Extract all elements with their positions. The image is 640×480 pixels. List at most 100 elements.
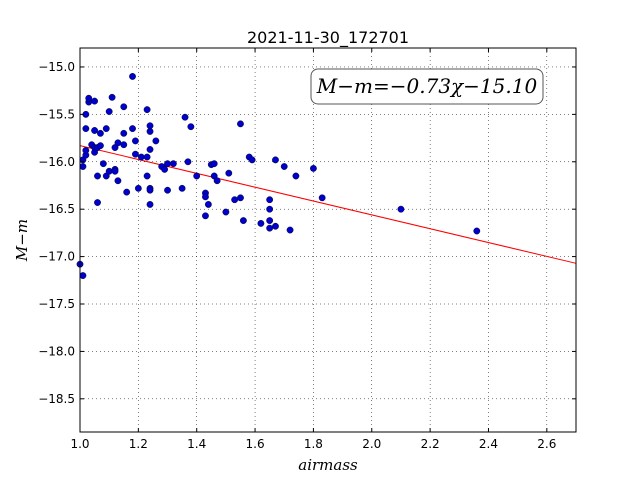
data-point — [213, 177, 221, 185]
data-point — [310, 165, 317, 172]
data-point — [164, 186, 171, 194]
x-tick-label: 1.6 — [246, 437, 265, 451]
data-point — [91, 97, 98, 105]
data-point — [272, 156, 279, 164]
data-point — [105, 167, 113, 175]
data-point — [272, 222, 279, 230]
data-point — [146, 201, 154, 208]
y-tick-label: −18.5 — [38, 392, 75, 406]
data-point — [239, 217, 247, 224]
data-point — [79, 163, 87, 170]
data-point — [266, 224, 274, 232]
plot-area-frame — [79, 47, 577, 433]
fit-annotation: M−m=−0.73χ−15.10 — [310, 68, 544, 105]
x-axis-label: airmass — [298, 456, 358, 474]
data-point — [94, 199, 101, 206]
data-point — [231, 196, 239, 204]
data-point — [143, 106, 151, 114]
data-point — [146, 146, 154, 153]
data-point — [143, 172, 151, 180]
x-tick-label: 2.4 — [479, 437, 498, 451]
data-point — [286, 226, 294, 234]
x-tick-label: 1.8 — [304, 437, 323, 451]
data-point — [82, 146, 90, 154]
data-point — [210, 160, 218, 168]
data-point — [97, 142, 104, 150]
data-point — [82, 125, 90, 132]
y-tick-label: −15.0 — [38, 60, 75, 74]
x-tick-label: 1.0 — [70, 437, 89, 451]
fit-line-group — [79, 145, 577, 264]
data-point — [102, 125, 110, 132]
x-tick-label: 1.2 — [129, 437, 148, 451]
data-point — [132, 150, 139, 158]
data-point — [137, 153, 145, 161]
data-point — [91, 127, 98, 134]
x-tick-label: 2.6 — [537, 437, 556, 451]
data-point — [164, 160, 171, 168]
data-point — [248, 156, 256, 164]
data-point — [123, 188, 131, 196]
data-point — [237, 120, 244, 128]
data-point — [120, 141, 128, 149]
data-point — [79, 272, 87, 279]
data-point — [318, 194, 326, 202]
y-tick-label: −16.5 — [38, 202, 75, 216]
data-point — [202, 193, 209, 201]
data-point — [99, 160, 107, 168]
data-point — [114, 139, 122, 147]
annotation-box — [310, 68, 544, 105]
y-tick-label: −15.5 — [38, 107, 75, 121]
data-point — [120, 103, 128, 111]
data-point — [97, 129, 104, 137]
data-point — [129, 73, 136, 80]
data-point — [187, 123, 195, 131]
data-point — [146, 122, 154, 130]
data-point — [146, 128, 154, 135]
data-point — [222, 208, 230, 216]
x-tick-label: 2.0 — [362, 437, 381, 451]
data-point — [114, 177, 122, 185]
y-tick-label: −17.5 — [38, 297, 75, 311]
x-tick-label: 2.2 — [421, 437, 440, 451]
data-point — [152, 137, 160, 145]
annotation-text: M−m=−0.73χ−15.10 — [316, 74, 538, 98]
data-point — [161, 165, 169, 173]
x-tick-label: 1.4 — [187, 437, 206, 451]
data-point — [146, 186, 154, 194]
data-point — [120, 129, 128, 137]
data-point — [266, 205, 274, 213]
axis-ticks: 1.0 1.2 1.4 1.6 1.8 2.0 2.2 2.4 2.6 −15.0 −15.5 −16… — [38, 48, 576, 451]
data-point — [169, 160, 177, 168]
data-point — [225, 169, 233, 177]
y-tick-label: −16.0 — [38, 155, 75, 169]
data-point — [132, 137, 139, 145]
data-point — [184, 158, 192, 166]
y-tick-label: −17.0 — [38, 250, 75, 264]
data-point — [143, 153, 151, 161]
data-point — [280, 163, 288, 170]
chart-title: 2021-11-30_172701 — [247, 28, 409, 48]
data-point — [237, 194, 244, 202]
data-point — [257, 220, 265, 227]
data-point — [178, 184, 186, 192]
data-point — [204, 201, 212, 208]
data-points — [76, 73, 481, 279]
grid-lines — [79, 48, 576, 432]
data-point — [94, 172, 101, 180]
data-point — [193, 172, 201, 180]
data-point — [85, 94, 93, 102]
y-axis-label: M−m — [13, 219, 31, 262]
data-point — [266, 217, 274, 224]
data-point — [202, 212, 209, 220]
data-point — [473, 227, 481, 235]
data-point — [181, 113, 189, 121]
fit-line — [79, 145, 577, 264]
data-point — [397, 205, 405, 213]
data-point — [108, 93, 116, 101]
y-tick-label: −18.0 — [38, 344, 75, 358]
data-point — [266, 196, 274, 204]
data-point — [111, 167, 119, 175]
data-point — [134, 184, 142, 192]
